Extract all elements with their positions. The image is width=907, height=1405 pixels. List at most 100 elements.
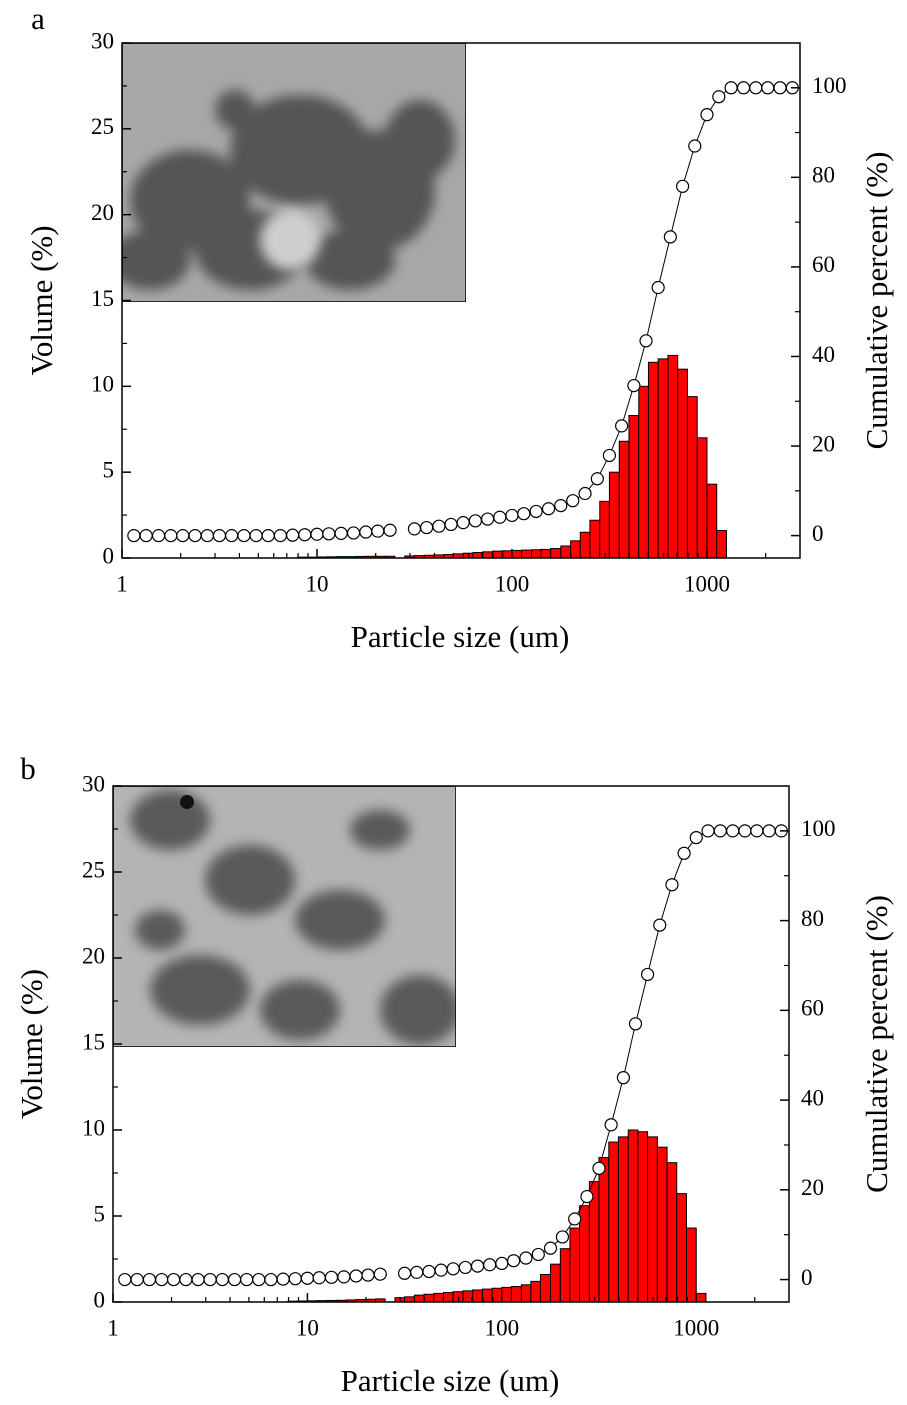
bar xyxy=(433,1292,444,1303)
cumulative-point xyxy=(142,1272,157,1287)
bar xyxy=(627,1129,639,1303)
cumulative-point xyxy=(505,508,519,523)
y2-tick-label: 80 xyxy=(812,163,835,188)
bar xyxy=(608,1141,619,1303)
cumulative-point xyxy=(458,1260,472,1275)
y2-tick-label: 40 xyxy=(801,1085,824,1110)
bar xyxy=(481,1288,493,1303)
x-tick-label: 10 xyxy=(296,1315,319,1340)
bar xyxy=(520,1284,532,1303)
x-tick-label: 1000 xyxy=(684,571,730,596)
bar xyxy=(404,1296,415,1303)
bar xyxy=(656,1146,668,1303)
cumulative-point xyxy=(616,1071,630,1085)
cumulative-point xyxy=(456,516,470,530)
cumulative-point xyxy=(337,1270,351,1284)
cumulative-point xyxy=(627,378,641,393)
cumulative-point xyxy=(334,526,348,540)
cumulative-point xyxy=(310,527,324,541)
bar xyxy=(413,1294,425,1303)
cumulative-point xyxy=(410,1265,424,1279)
bar xyxy=(647,361,659,559)
cumulative-point xyxy=(736,81,751,95)
bar xyxy=(540,548,552,559)
cumulative-point xyxy=(383,523,397,537)
cumulative-point xyxy=(286,528,300,542)
bar xyxy=(676,1193,687,1303)
x-tick-label: 1 xyxy=(107,1315,119,1340)
bar xyxy=(530,1280,541,1303)
y2-tick-label: 0 xyxy=(801,1265,813,1290)
y-tick-label: 10 xyxy=(82,1115,105,1140)
cumulative-point xyxy=(420,520,434,535)
cumulative-point xyxy=(470,1259,485,1273)
cumulative-point xyxy=(483,1258,497,1272)
bar xyxy=(501,1286,512,1303)
cumulative-point xyxy=(312,1271,326,1285)
y-tick-label: 30 xyxy=(91,28,114,53)
y-tick-label: 5 xyxy=(94,1201,106,1226)
cumulative-point xyxy=(432,519,446,533)
bar xyxy=(686,396,698,559)
y-tick-label: 10 xyxy=(91,372,114,397)
cumulative-point xyxy=(261,529,275,543)
cumulative-point xyxy=(568,1212,582,1226)
x-tick-label: 100 xyxy=(485,1315,520,1340)
y-tick-label: 25 xyxy=(91,114,114,139)
cumulative-point xyxy=(590,472,604,486)
cumulative-point xyxy=(541,502,556,516)
cumulative-point xyxy=(700,108,714,122)
cumulative-point xyxy=(288,1272,302,1286)
y2-tick-label: 80 xyxy=(801,906,824,931)
cumulative-point xyxy=(688,139,702,153)
cumulative-point xyxy=(578,486,592,501)
bar xyxy=(617,1136,629,1303)
cumulative-point xyxy=(712,90,726,104)
cumulative-point xyxy=(762,824,776,838)
panel-label: a xyxy=(31,1,45,36)
y-tick-label: 20 xyxy=(91,200,114,225)
y2-tick-label: 60 xyxy=(812,252,835,277)
cumulative-point xyxy=(543,1241,558,1255)
cumulative-point xyxy=(300,1271,315,1285)
cumulative-point xyxy=(640,967,655,982)
cumulative-point xyxy=(468,514,482,528)
cumulative-point xyxy=(529,504,543,519)
cumulative-point xyxy=(517,507,531,521)
cumulative-point xyxy=(179,1272,193,1287)
y-tick-label: 15 xyxy=(82,1029,105,1054)
bar xyxy=(579,531,591,559)
bar xyxy=(511,549,523,559)
cumulative-point xyxy=(749,81,763,95)
cumulative-point xyxy=(264,1272,278,1287)
y-tick-label: 0 xyxy=(94,1287,106,1312)
cumulative-point xyxy=(444,517,458,532)
bar xyxy=(608,471,620,559)
x-axis-title: Particle size (um) xyxy=(351,619,570,654)
bar xyxy=(695,1292,707,1303)
bar xyxy=(706,483,718,559)
cumulative-point xyxy=(324,1270,339,1284)
bar xyxy=(482,551,493,559)
cumulative-point xyxy=(602,448,617,463)
cumulative-point xyxy=(653,918,667,932)
cumulative-point xyxy=(555,1230,570,1244)
bar xyxy=(638,385,649,559)
y2-tick-label: 40 xyxy=(812,342,835,367)
cumulative-point xyxy=(750,824,764,838)
bar xyxy=(491,1287,503,1303)
cumulative-point xyxy=(677,846,691,860)
y-tick-label: 5 xyxy=(103,457,115,482)
cumulative-point xyxy=(531,1247,545,1262)
bar xyxy=(696,437,708,559)
bar xyxy=(657,358,669,559)
bar xyxy=(560,545,572,559)
cumulative-point xyxy=(493,510,507,524)
cumulative-point xyxy=(580,1189,594,1204)
cumulative-point xyxy=(240,1272,254,1287)
x-tick-label: 1 xyxy=(116,571,128,596)
cumulative-point xyxy=(371,524,385,538)
bar xyxy=(685,1227,697,1303)
cumulative-point xyxy=(361,1268,375,1282)
cumulative-point xyxy=(663,230,677,244)
